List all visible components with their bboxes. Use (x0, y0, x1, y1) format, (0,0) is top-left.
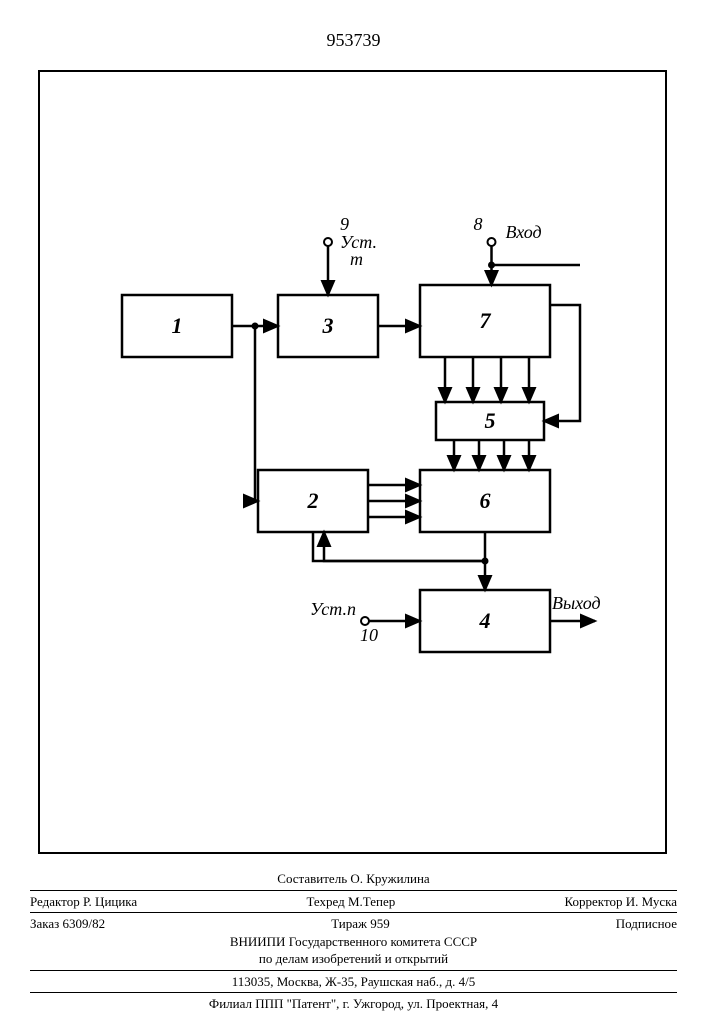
tech: Техред М.Тепер (306, 893, 395, 911)
block-label-3: 3 (322, 313, 334, 338)
block-label-6: 6 (480, 488, 491, 513)
org-line-2: по делам изобретений и открытий (30, 950, 677, 968)
org-line-1: ВНИИПИ Государственного комитета СССР (30, 933, 677, 951)
label-ust-n: Уст.n (310, 599, 356, 619)
address-2: Филиал ППП "Патент", г. Ужгород, ул. Про… (30, 995, 677, 1013)
block-diagram: 13752649Уст.m8ВходВыход10Уст.n (38, 70, 663, 850)
tirage: Тираж 959 (331, 915, 390, 933)
label-vyhod: Выход (552, 593, 601, 613)
block-label-5: 5 (485, 408, 496, 433)
corrector: Корректор И. Муска (565, 893, 677, 911)
footer: Составитель О. Кружилина Редактор Р. Циц… (30, 870, 677, 1013)
address-1: 113035, Москва, Ж-35, Раушская наб., д. … (30, 973, 677, 991)
editor: Редактор Р. Цицика (30, 893, 137, 911)
block-label-7: 7 (480, 308, 492, 333)
label-8: 8 (474, 214, 483, 234)
label-10: 10 (360, 625, 378, 645)
block-label-1: 1 (172, 313, 183, 338)
compiler: Составитель О. Кружилина (30, 870, 677, 888)
patent-number: 953739 (0, 30, 707, 51)
label-9: 9 (340, 214, 349, 234)
svg-text:m: m (350, 249, 363, 269)
order: Заказ 6309/82 (30, 915, 105, 933)
block-label-2: 2 (307, 488, 319, 513)
block-label-4: 4 (479, 608, 491, 633)
label-vhod: Вход (506, 222, 542, 242)
subscription: Подписное (616, 915, 677, 933)
